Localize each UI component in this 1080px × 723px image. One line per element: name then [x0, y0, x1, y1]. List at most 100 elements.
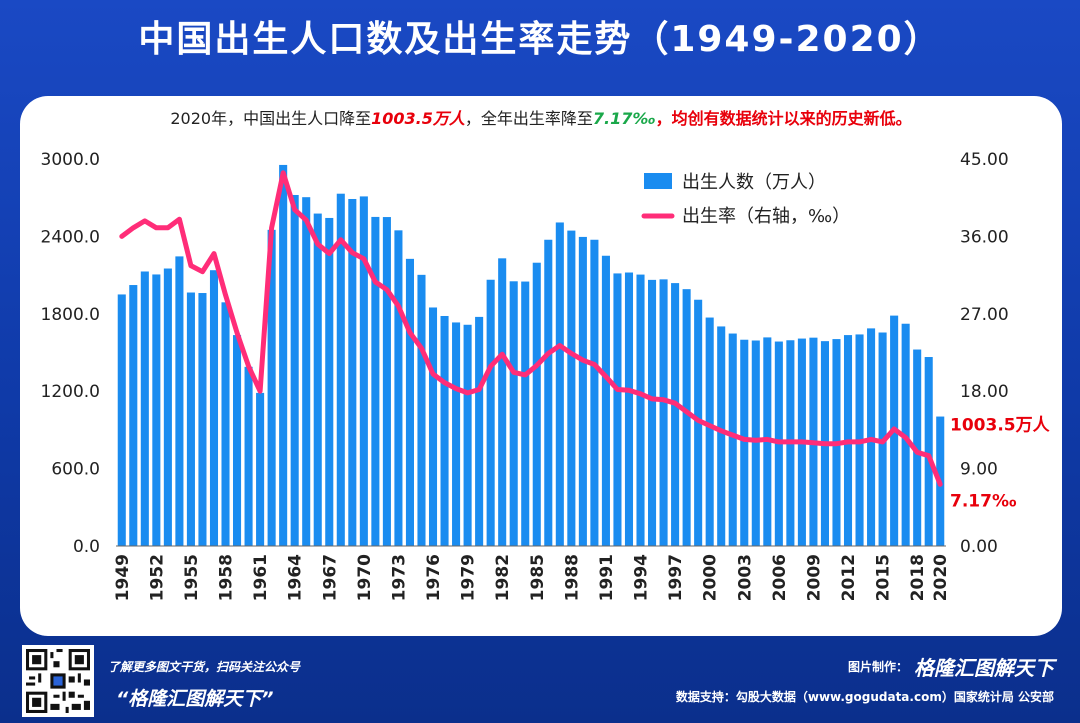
- bar-1959: [233, 335, 242, 546]
- footer-data-source: 数据支持：勾股大数据（www.gogudata.com）国家统计局 公安部: [675, 690, 1054, 704]
- bar-2018: [913, 349, 922, 546]
- bar-2001: [717, 326, 726, 546]
- bar-2004: [751, 340, 760, 546]
- x-axis-tick-label: 2012: [839, 554, 859, 601]
- bar-1971: [371, 216, 380, 546]
- bar-1969: [348, 198, 357, 546]
- bar-1981: [486, 279, 495, 546]
- x-axis-tick-label: 2000: [701, 554, 721, 601]
- chart-subtitle-part: 1003.5万人: [371, 109, 466, 128]
- bar-2002: [728, 333, 737, 546]
- bar-1976: [428, 307, 438, 546]
- bar-1949: [117, 294, 126, 546]
- chart-subtitle-part: 7.17‰: [593, 109, 656, 128]
- bar-1975: [417, 274, 426, 546]
- bar-1996: [659, 279, 668, 546]
- x-axis-tick-label: 1976: [424, 554, 444, 601]
- footer-brand-quote: “格隆汇图解天下”: [116, 688, 274, 710]
- bar-1997: [671, 283, 680, 546]
- birth-chart: 2020年，中国出生人口降至1003.5万人，全年出生率降至7.17‰，均创有数…: [41, 109, 1051, 601]
- x-axis-tick-label: 2006: [770, 554, 790, 601]
- bar-1967: [325, 217, 334, 546]
- x-axis-tick-label: 1964: [286, 554, 306, 601]
- maker-label: 图片制作：: [847, 660, 908, 674]
- bar-1983: [509, 281, 518, 546]
- x-axis-tick-label: 2020: [931, 554, 951, 601]
- left-axis-tick-label: 2400.0: [41, 227, 100, 247]
- bar-2019: [924, 357, 933, 546]
- bar-1985: [532, 262, 541, 546]
- bar-1986: [544, 239, 553, 546]
- bar-1956: [198, 293, 207, 546]
- bar-1980: [475, 316, 484, 546]
- x-axis-tick-label: 1988: [562, 554, 582, 601]
- footer-promo-text: 了解更多图文干货，扫码关注公众号: [108, 660, 301, 674]
- bar-1963: [279, 164, 288, 546]
- bar-1989: [578, 236, 587, 546]
- chart-subtitle-part: 2020年，中国出生人口降至: [170, 109, 371, 128]
- bar-2003: [740, 339, 749, 546]
- bar-1951: [140, 271, 149, 546]
- right-axis-tick-label: 0.00: [960, 537, 998, 557]
- bar-1953: [163, 268, 172, 546]
- bar-1958: [221, 302, 230, 546]
- bar-1962: [267, 229, 276, 547]
- page-title: 中国出生人口数及出生率走势（1949-2020）: [138, 19, 942, 60]
- bar-1973: [394, 230, 403, 546]
- chart-subtitle: 2020年，中国出生人口降至1003.5万人，全年出生率降至7.17‰，均创有数…: [170, 109, 911, 128]
- x-axis-tick-label: 2018: [908, 554, 928, 601]
- bar-1990: [590, 239, 599, 546]
- bar-1965: [302, 197, 311, 546]
- bar-1979: [463, 324, 472, 546]
- bar-1998: [682, 289, 691, 546]
- chart-subtitle-part: ，全年出生率降至: [465, 109, 593, 128]
- left-axis-tick-label: 1200.0: [41, 382, 100, 402]
- bar-1955: [186, 292, 195, 546]
- footer-maker: 图片制作： 格隆汇图解天下: [848, 652, 1054, 681]
- bar-1995: [648, 279, 657, 546]
- bar-1950: [129, 285, 138, 546]
- x-axis-tick-label: 1949: [113, 554, 133, 601]
- right-axis-tick-label: 18.00: [960, 382, 1009, 402]
- qr-code-icon: [26, 649, 90, 713]
- bar-2000: [705, 317, 714, 546]
- left-axis-tick-label: 0.0: [73, 537, 100, 557]
- bar-1991: [601, 255, 610, 546]
- bar-1988: [567, 230, 576, 546]
- last-births-annotation: 1003.5万人: [950, 416, 1051, 436]
- qr-code[interactable]: [22, 645, 94, 717]
- left-axis-tick-label: 3000.0: [41, 150, 100, 170]
- legend-bar-swatch: [644, 173, 672, 189]
- bar-1977: [440, 315, 449, 546]
- x-axis-tick-label: 1985: [528, 554, 548, 601]
- right-axis-tick-label: 27.00: [960, 305, 1009, 325]
- legend-bar-label: 出生人数（万人）: [682, 172, 826, 193]
- x-axis-tick-label: 1952: [147, 554, 167, 601]
- bar-1957: [209, 270, 219, 546]
- bar-1954: [175, 256, 184, 546]
- bar-1994: [636, 274, 645, 546]
- bar-1961: [256, 392, 265, 546]
- x-axis-tick-label: 1958: [217, 554, 237, 601]
- x-axis-tick-label: 1970: [355, 554, 375, 601]
- x-axis-tick-label: 1982: [493, 554, 513, 601]
- bar-1966: [313, 213, 322, 546]
- legend-line-label: 出生率（右轴，‰）: [682, 206, 850, 227]
- x-axis-tick-label: 1967: [320, 554, 340, 601]
- bar-1982: [498, 258, 507, 546]
- x-axis-tick-label: 1973: [389, 554, 409, 601]
- bar-1972: [382, 217, 391, 547]
- bar-1974: [405, 258, 414, 546]
- x-axis-tick-label: 2015: [874, 554, 894, 601]
- right-axis-tick-label: 45.00: [960, 150, 1009, 170]
- bar-1984: [521, 281, 530, 546]
- x-axis-tick-label: 1991: [597, 554, 617, 601]
- x-axis-tick-label: 1979: [459, 554, 479, 601]
- x-axis-tick-label: 2003: [735, 554, 755, 601]
- birth-rate-line: [119, 170, 943, 487]
- bar-1960: [244, 366, 253, 546]
- bar-1952: [152, 274, 161, 546]
- right-axis-tick-label: 36.00: [960, 227, 1009, 247]
- x-axis-tick-label: 1994: [632, 554, 652, 601]
- bar-1993: [624, 272, 634, 546]
